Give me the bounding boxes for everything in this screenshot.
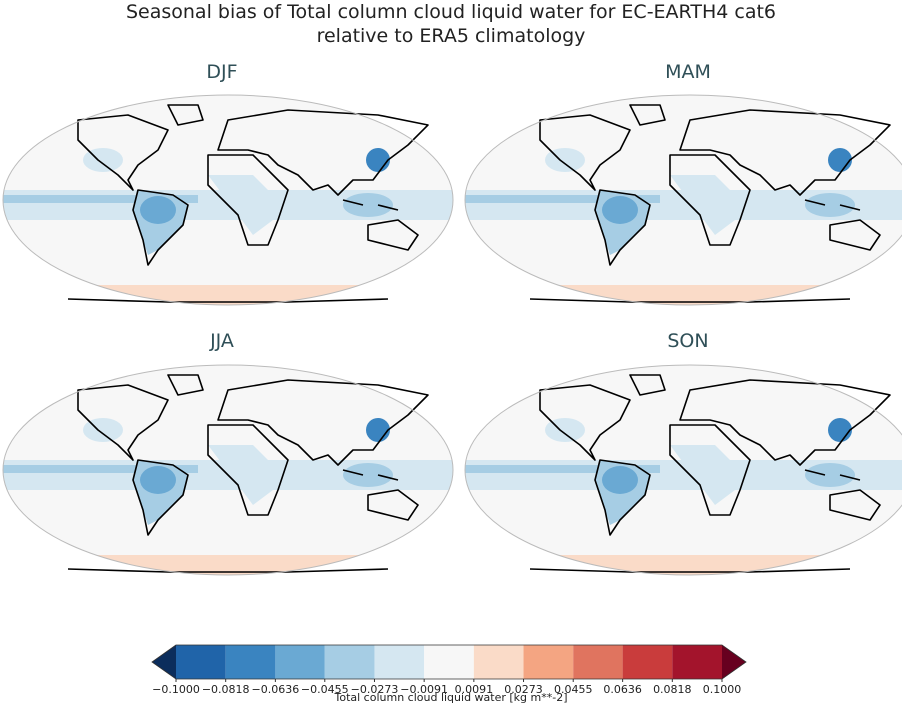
colorbar-tick-label: 0.0455	[554, 683, 593, 696]
colorbar-cell	[374, 645, 425, 679]
colorbar-tick-label: 0.0818	[653, 683, 692, 696]
colorbar-tick-label: −0.0091	[400, 683, 448, 696]
colorbar-cell	[176, 645, 226, 679]
colorbar-label: Total column cloud liquid water [kg m**-…	[333, 691, 567, 704]
colorbar-cell	[622, 645, 673, 679]
map-panel	[460, 365, 902, 580]
map-panel	[0, 95, 458, 310]
colorbar-tick-label: −0.1000	[152, 683, 200, 696]
colorbar-cell	[424, 645, 474, 679]
colorbar-cell	[473, 645, 524, 679]
panel-title: DJF	[206, 61, 237, 83]
title-line: relative to ERA5 climatology	[317, 25, 586, 47]
map-panel	[0, 365, 458, 580]
map-panel	[460, 95, 902, 310]
colorbar-cell	[523, 645, 574, 679]
colorbar-tick-label: 0.0273	[504, 683, 543, 696]
colorbar-tick-label: 0.0091	[455, 683, 494, 696]
colorbar-extend	[152, 645, 176, 679]
panel-title: SON	[667, 330, 708, 352]
colorbar-tick-label: 0.1000	[703, 683, 742, 696]
colorbar-cell	[275, 645, 325, 679]
panel-title: JJA	[209, 330, 234, 352]
colorbar-extend	[722, 645, 746, 679]
title-line: Seasonal bias of Total column cloud liqu…	[126, 1, 776, 23]
colorbar-cell	[573, 645, 623, 679]
colorbar-tick-label: −0.0818	[202, 683, 250, 696]
colorbar-tick-label: −0.0636	[252, 683, 300, 696]
colorbar-tick-label: −0.0273	[351, 683, 399, 696]
colorbar-tick-label: −0.0455	[301, 683, 349, 696]
colorbar-cell	[225, 645, 276, 679]
colorbar-tick-label: 0.0636	[603, 683, 642, 696]
colorbar-cell	[324, 645, 375, 679]
panel-title: MAM	[665, 61, 711, 83]
colorbar-cell	[672, 645, 722, 679]
colorbar: −0.1000 −0.0818 −0.0636 −0.0455 −0.0273 −0.00…	[151, 644, 747, 696]
